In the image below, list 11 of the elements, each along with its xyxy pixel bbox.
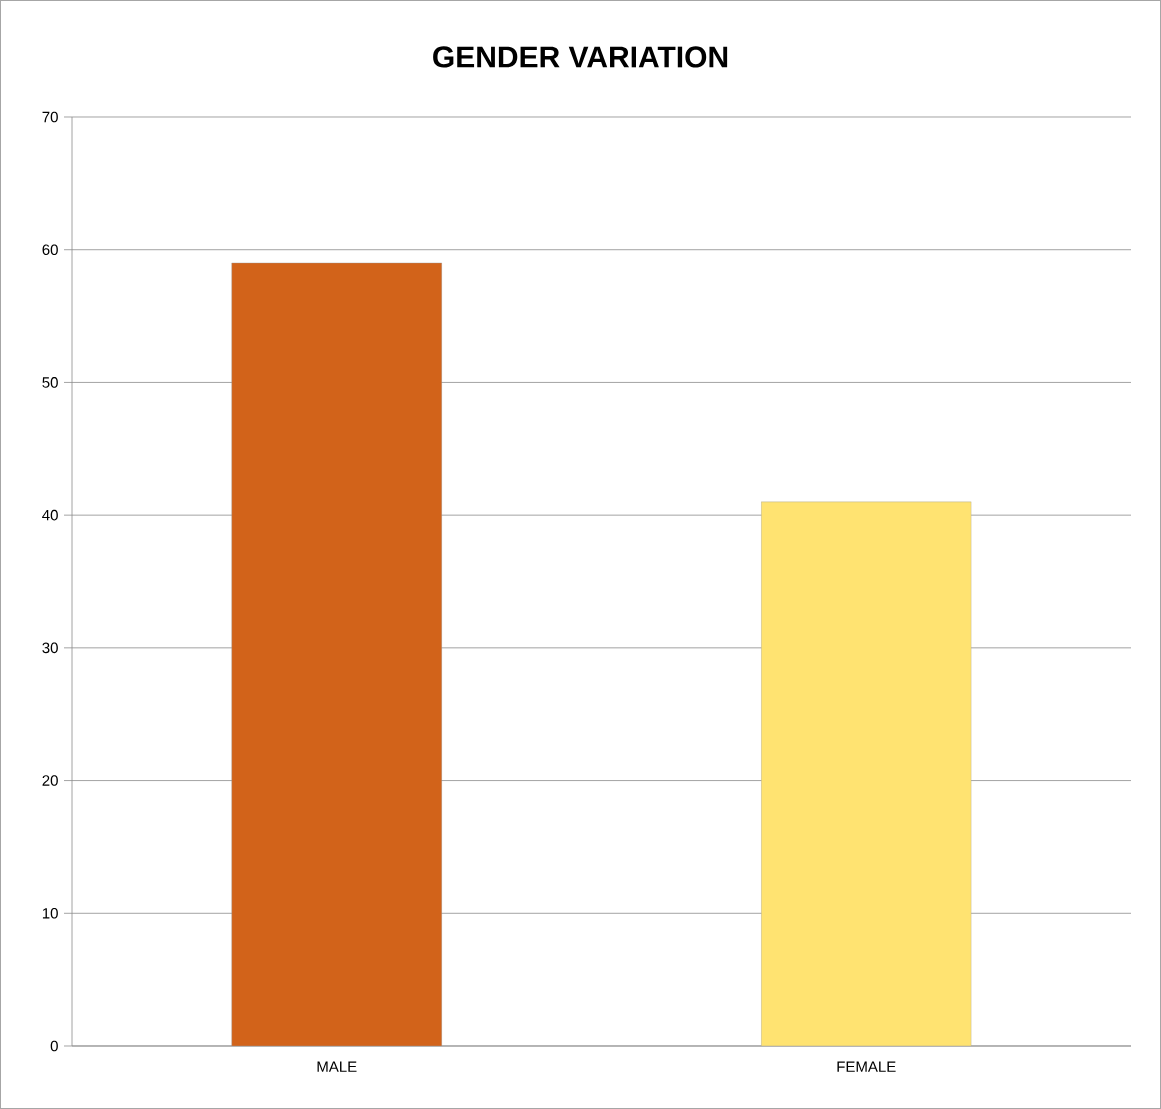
y-tick-label: 0 [50, 1040, 58, 1052]
y-tick-label: 60 [42, 244, 58, 256]
y-tick-label: 40 [42, 509, 58, 521]
y-tick-label: 10 [42, 907, 58, 919]
y-tick-label: 30 [42, 642, 58, 654]
y-tick-label: 50 [42, 377, 58, 388]
y-tick-label: 20 [42, 775, 58, 786]
y-tick-label: 70 [42, 111, 58, 123]
x-tick-label: FEMALE [837, 1061, 896, 1072]
x-tick-label: MALE [317, 1061, 357, 1072]
chart-title: GENDER VARIATION [433, 46, 728, 68]
